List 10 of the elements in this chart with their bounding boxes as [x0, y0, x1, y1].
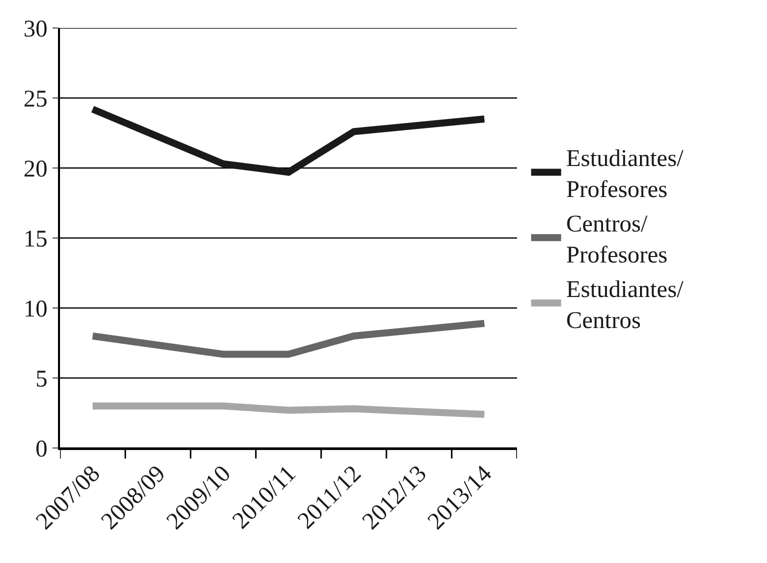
legend-label: Estudiantes/ Centros: [566, 276, 684, 334]
y-tick-label: 30: [23, 16, 48, 42]
y-tick-label: 5: [35, 366, 48, 392]
legend-label: Centros/ Profesores: [566, 211, 668, 269]
y-tick-label: 20: [23, 156, 48, 182]
legend-label: Estudiantes/ Profesores: [566, 146, 684, 204]
y-tick-label: 10: [23, 296, 48, 322]
y-tick-label: 15: [23, 226, 48, 252]
y-tick-label: 0: [35, 436, 48, 462]
y-tick-label: 25: [23, 86, 48, 112]
